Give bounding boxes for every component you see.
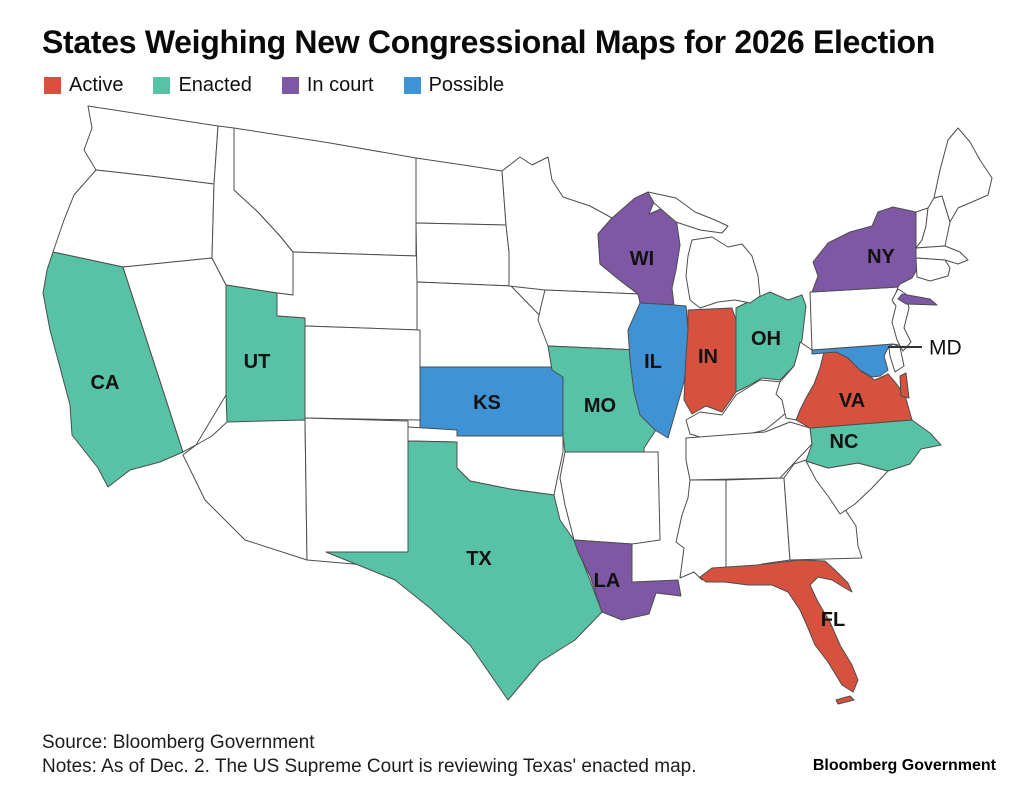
state-CA: [42, 251, 184, 488]
state-AZ: [182, 419, 308, 561]
state-NC: [805, 419, 942, 472]
legend-swatch-in_court: [281, 77, 299, 94]
state-label-MO: MO: [584, 395, 616, 417]
state-label-WI: WI: [630, 248, 654, 270]
state-CO: [304, 325, 421, 421]
state-LA: [573, 539, 682, 621]
state-GA: [783, 459, 863, 561]
state-NE: [416, 281, 558, 368]
state-label-IN: IN: [698, 346, 718, 368]
legend-item-enacted: Enacted: [153, 74, 252, 97]
state-MS: [675, 479, 727, 581]
legend: Active Enacted In court Possible: [44, 74, 534, 97]
legend-label-possible: Possible: [428, 74, 505, 96]
state-MI: [685, 236, 761, 309]
state-IN: [683, 307, 737, 415]
state-label-OH: OH: [751, 328, 781, 350]
state-label-FL: FL: [821, 609, 845, 631]
state-NY: [811, 206, 920, 293]
legend-label-in_court: In court: [306, 74, 374, 96]
legend-item-in_court: In court: [281, 74, 374, 97]
state-PA: [809, 286, 906, 351]
state-NM: [304, 417, 409, 566]
state-OR: [52, 169, 215, 268]
legend-label-enacted: Enacted: [178, 74, 252, 96]
state-label-UT: UT: [244, 351, 271, 373]
state-FL: [699, 559, 859, 693]
footer-notes: Source: Bloomberg Government Notes: As o…: [42, 731, 697, 779]
chart-title: States Weighing New Congressional Maps f…: [42, 24, 936, 60]
state-label-LA: LA: [594, 570, 621, 592]
state-ND: [415, 157, 507, 226]
state-label-CA: CA: [91, 372, 120, 394]
legend-swatch-active: [44, 77, 61, 94]
state-SD: [415, 222, 512, 287]
state-NY: [897, 293, 938, 306]
state-VA: [899, 372, 910, 399]
state-label-KS: KS: [473, 392, 501, 414]
state-label-IL: IL: [644, 351, 662, 373]
state-label-MD: MD: [929, 337, 962, 360]
legend-swatch-possible: [403, 77, 421, 94]
legend-swatch-enacted: [153, 77, 171, 94]
state-label-NC: NC: [830, 431, 859, 453]
state-IL: [627, 302, 689, 439]
state-FL: [835, 695, 855, 705]
state-label-NY: NY: [867, 246, 895, 268]
brand-logo: Bloomberg Government: [812, 757, 996, 774]
legend-item-possible: Possible: [403, 74, 505, 97]
state-CT: [915, 257, 951, 282]
state-MI: [647, 191, 729, 234]
state-TN: [685, 421, 813, 481]
state-label-VA: VA: [839, 390, 865, 412]
state-AR: [559, 451, 661, 545]
state-label-TX: TX: [466, 548, 492, 570]
source-line: Source: Bloomberg Government: [42, 732, 315, 753]
legend-label-active: Active: [69, 74, 124, 96]
legend-item-active: Active: [44, 74, 123, 97]
state-ME: [933, 127, 993, 223]
notes-line: Notes: As of Dec. 2. The US Supreme Cour…: [42, 756, 697, 777]
